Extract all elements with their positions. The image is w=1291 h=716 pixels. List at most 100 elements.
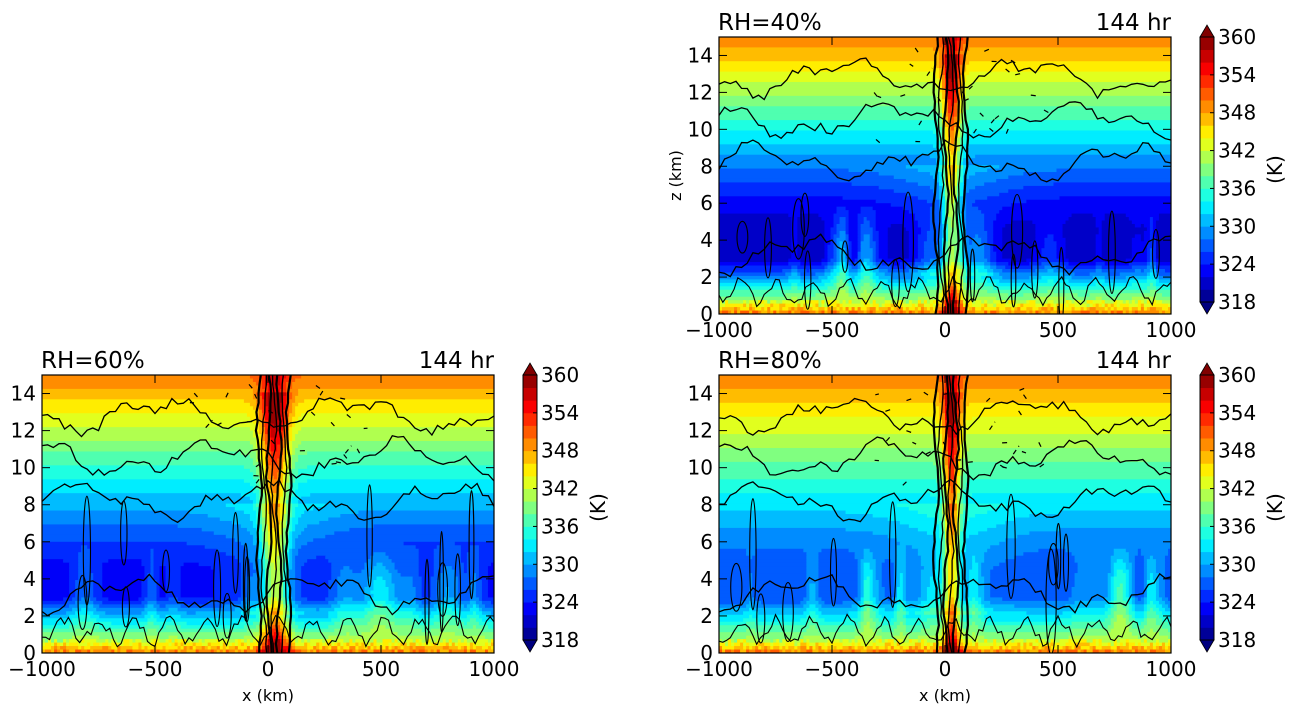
field-cell bbox=[806, 566, 820, 571]
field-cell bbox=[984, 213, 997, 218]
field-cell bbox=[993, 230, 1003, 235]
field-cell bbox=[945, 303, 949, 308]
field-cell bbox=[90, 555, 152, 560]
field-cell bbox=[258, 375, 266, 380]
field-cell bbox=[719, 71, 934, 76]
field-cell bbox=[394, 607, 417, 612]
field-cell bbox=[878, 303, 883, 308]
field-cell bbox=[457, 611, 474, 616]
field-cell bbox=[268, 468, 272, 473]
field-cell bbox=[960, 262, 964, 267]
field-cell bbox=[824, 234, 832, 239]
field-cell bbox=[475, 590, 483, 595]
field-cell bbox=[1059, 303, 1067, 308]
field-cell bbox=[295, 628, 335, 633]
field-cell bbox=[857, 265, 862, 270]
field-cell bbox=[954, 92, 958, 97]
field-cell bbox=[1089, 293, 1109, 298]
field-cell bbox=[969, 189, 1009, 194]
field-cell bbox=[243, 510, 257, 515]
field-cell bbox=[243, 614, 257, 619]
field-cell bbox=[719, 92, 940, 97]
field-cell bbox=[948, 486, 952, 491]
field-cell bbox=[439, 639, 444, 644]
field-cell bbox=[271, 454, 281, 460]
field-cell bbox=[283, 395, 287, 400]
field-cell bbox=[1050, 310, 1058, 314]
field-cell bbox=[180, 573, 215, 578]
field-cell bbox=[1149, 251, 1154, 256]
field-cell bbox=[280, 632, 284, 637]
field-cell bbox=[1128, 217, 1151, 222]
field-cell bbox=[957, 88, 961, 93]
field-cell bbox=[436, 642, 441, 647]
field-cell bbox=[948, 182, 952, 187]
colorbar-band bbox=[1200, 188, 1214, 202]
contour-line bbox=[719, 275, 1171, 310]
field-cell bbox=[1152, 300, 1157, 305]
field-cell bbox=[484, 649, 489, 653]
field-cell bbox=[258, 420, 263, 425]
field-cell bbox=[848, 244, 853, 249]
field-cell bbox=[836, 248, 841, 253]
contour-cell bbox=[161, 549, 171, 593]
field-cell bbox=[268, 489, 272, 494]
field-cell bbox=[147, 583, 158, 588]
field-cell bbox=[954, 510, 958, 515]
field-cell bbox=[830, 227, 838, 232]
field-cell bbox=[963, 223, 967, 229]
field-cell bbox=[722, 307, 735, 312]
field-cell bbox=[836, 237, 847, 242]
field-cell bbox=[268, 545, 272, 550]
field-cell bbox=[945, 475, 949, 480]
field-cell bbox=[277, 434, 281, 439]
field-cell bbox=[905, 559, 922, 564]
field-cell bbox=[860, 210, 877, 215]
field-cell bbox=[941, 541, 946, 546]
contour-line bbox=[719, 139, 1171, 183]
field-cell bbox=[975, 310, 985, 314]
field-cell bbox=[147, 604, 155, 609]
field-cell bbox=[313, 649, 317, 653]
field-cell bbox=[1080, 310, 1091, 314]
field-cell bbox=[1065, 220, 1097, 225]
field-cell bbox=[929, 310, 937, 314]
field-cell bbox=[836, 251, 841, 256]
x-tick-label: 0 bbox=[262, 657, 275, 681]
field-cell bbox=[981, 300, 985, 305]
field-cell bbox=[42, 646, 52, 651]
field-cell bbox=[277, 628, 281, 633]
field-cell bbox=[271, 472, 278, 477]
dashed-contour bbox=[344, 445, 352, 454]
field-cell bbox=[951, 140, 955, 145]
field-cell bbox=[289, 441, 293, 446]
field-cell bbox=[975, 555, 985, 560]
field-cell bbox=[261, 576, 266, 581]
field-cell bbox=[42, 649, 46, 653]
field-cell bbox=[981, 562, 1000, 567]
dashed-contour bbox=[319, 388, 325, 396]
field-cell bbox=[863, 552, 874, 557]
field-cell bbox=[448, 590, 459, 595]
field-cell bbox=[466, 604, 474, 609]
field-cell bbox=[258, 517, 263, 522]
field-cell bbox=[830, 258, 838, 263]
field-cell bbox=[881, 286, 925, 291]
field-cell bbox=[412, 639, 417, 644]
field-cell bbox=[893, 189, 934, 194]
field-cell bbox=[283, 468, 287, 473]
field-cell bbox=[945, 248, 949, 253]
field-cell bbox=[938, 524, 943, 529]
field-cell bbox=[935, 196, 940, 201]
field-cell bbox=[957, 555, 961, 560]
field-cell bbox=[948, 165, 955, 170]
field-cell bbox=[827, 248, 835, 253]
field-cell bbox=[42, 569, 70, 574]
field-cell bbox=[978, 566, 982, 571]
field-cell bbox=[268, 583, 272, 588]
field-cell bbox=[319, 642, 323, 647]
field-cell bbox=[249, 496, 257, 501]
field-cell bbox=[923, 251, 937, 256]
field-cell bbox=[69, 580, 76, 585]
field-cell bbox=[984, 251, 991, 256]
